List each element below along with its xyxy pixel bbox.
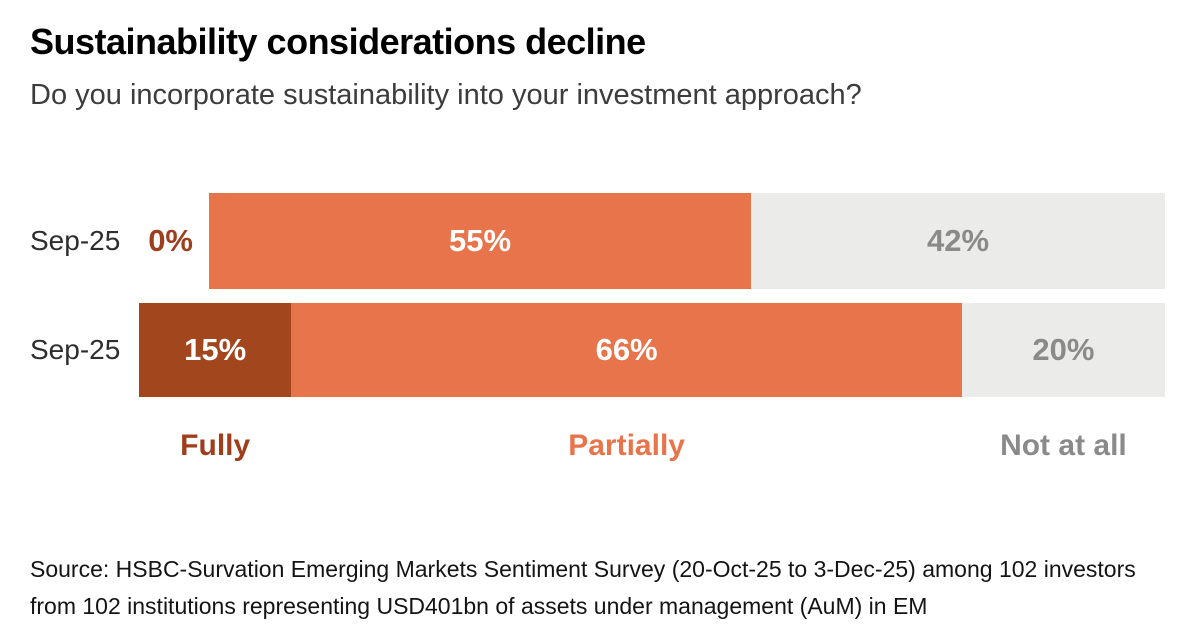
segment-value-label: 20% xyxy=(1032,332,1095,367)
segment-value-label: 66% xyxy=(595,332,658,367)
chart-question-subtitle: Do you incorporate sustainability into y… xyxy=(30,79,862,111)
bar-segment-fully: 15% xyxy=(139,303,292,397)
zero-value-label-fully: 0% xyxy=(148,223,193,258)
bar-segment-partially: 66% xyxy=(291,303,962,397)
bar-segment-partially: 55% xyxy=(209,193,752,289)
row-category-label: Sep-25 xyxy=(30,334,121,365)
bar-row: Sep-25 15% 66% 20% xyxy=(0,303,1200,397)
source-line-2: from 102 institutions representing USD40… xyxy=(30,593,928,619)
legend: Fully Partially Not at all xyxy=(0,429,1200,465)
legend-item-fully: Fully xyxy=(180,429,251,462)
bar-segment-not-at-all: 20% xyxy=(961,303,1165,397)
legend-item-partially: Partially xyxy=(568,429,685,462)
source-line-1: Source: HSBC-Survation Emerging Markets … xyxy=(30,556,1136,582)
page-title: Sustainability considerations decline xyxy=(30,21,646,62)
segment-value-label: 55% xyxy=(449,223,512,258)
legend-item-not-at-all: Not at all xyxy=(1000,429,1127,462)
segment-value-label: 42% xyxy=(926,223,990,258)
bar-segment-not-at-all: 42% xyxy=(751,193,1165,289)
row-category-label: Sep-25 xyxy=(30,225,121,256)
source-text: Source: HSBC-Survation Emerging Markets … xyxy=(30,551,1136,625)
bar-row: Sep-25 0% 55% 42% xyxy=(0,193,1200,289)
segment-value-label: 15% xyxy=(184,332,247,367)
